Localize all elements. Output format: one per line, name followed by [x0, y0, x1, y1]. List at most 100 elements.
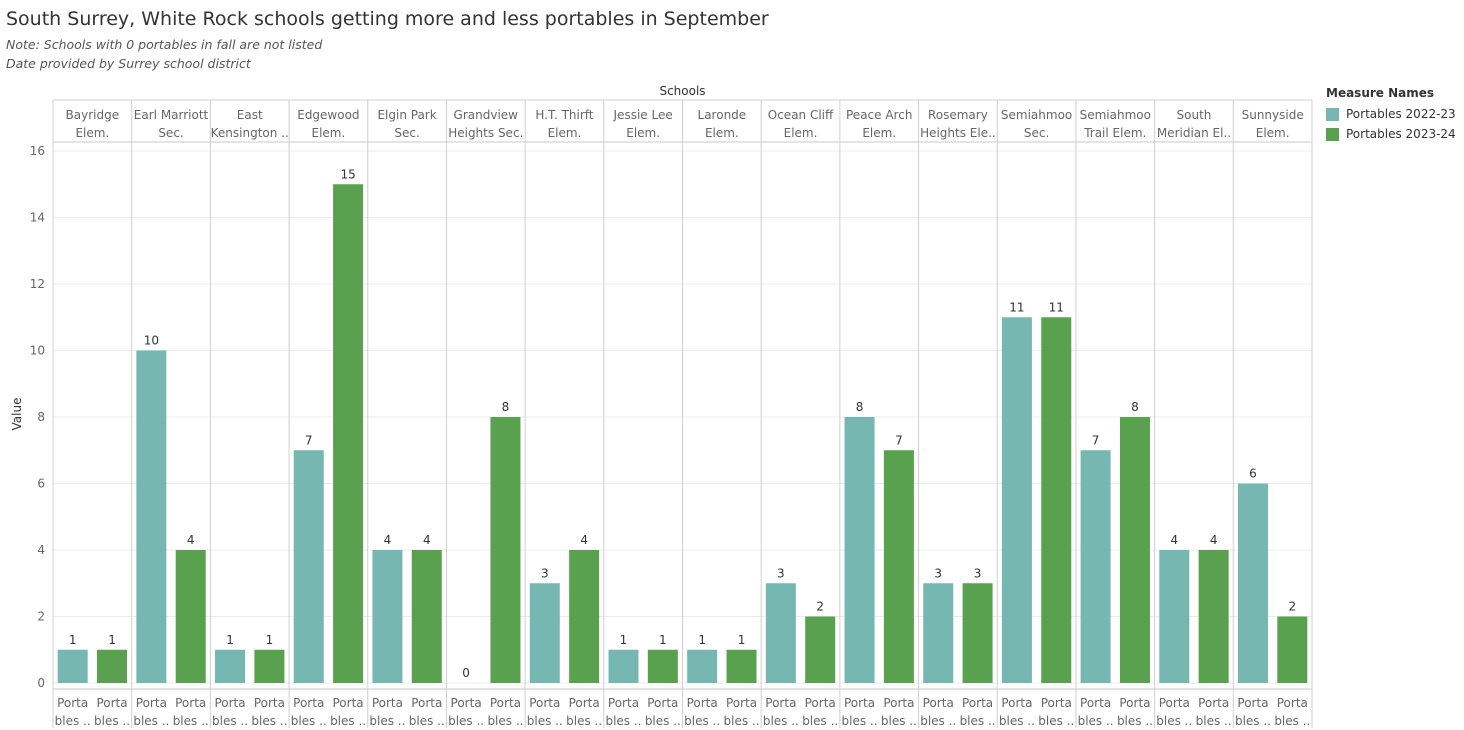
x-sub-label: Porta [1041, 696, 1072, 710]
data-label: 1 [698, 633, 706, 647]
school-label: Rosemary [928, 108, 988, 122]
data-label: 6 [1249, 467, 1257, 481]
data-label: 15 [340, 167, 355, 181]
x-sub-label: Porta [805, 696, 836, 710]
bar [57, 649, 88, 683]
x-sub-label: bles .. [409, 714, 445, 728]
school-label: Elem. [312, 126, 346, 140]
x-sub-label: bles .. [881, 714, 917, 728]
x-sub-label: bles .. [1196, 714, 1232, 728]
x-sub-label: Porta [687, 696, 718, 710]
y-tick-label: 0 [37, 676, 45, 690]
x-sub-label: Porta [1080, 696, 1111, 710]
y-tick-label: 4 [37, 543, 45, 557]
x-sub-label: bles .. [802, 714, 838, 728]
x-sub-label: Porta [726, 696, 757, 710]
legend-swatch [1326, 127, 1339, 141]
y-tick-label: 16 [30, 144, 45, 158]
column-header-title: Schools [659, 84, 705, 98]
school-label: Sec. [394, 126, 419, 140]
y-tick-label: 2 [37, 610, 45, 624]
bar [608, 649, 639, 683]
y-tick-label: 6 [37, 477, 45, 491]
school-label: South [1177, 108, 1212, 122]
legend-item-2023-24[interactable]: Portables 2023-24 [1326, 124, 1456, 144]
x-sub-label: Porta [293, 696, 324, 710]
x-sub-label: Porta [136, 696, 167, 710]
x-sub-label: bles .. [369, 714, 405, 728]
x-sub-label: bles .. [566, 714, 602, 728]
data-label: 7 [305, 433, 313, 447]
x-sub-label: bles .. [1038, 714, 1074, 728]
data-label: 4 [423, 533, 431, 547]
x-sub-label: bles .. [251, 714, 287, 728]
legend-title: Measure Names [1326, 86, 1435, 100]
data-label: 7 [895, 433, 903, 447]
data-label: 8 [1131, 400, 1139, 414]
x-sub-label: bles .. [330, 714, 366, 728]
x-sub-label: bles .. [842, 714, 878, 728]
x-sub-label: Porta [490, 696, 521, 710]
data-label: 10 [144, 334, 159, 348]
x-sub-label: bles .. [527, 714, 563, 728]
school-label: Elem. [75, 126, 109, 140]
x-sub-label: Porta [923, 696, 954, 710]
school-label: Elem. [626, 126, 660, 140]
y-tick-label: 10 [30, 344, 45, 358]
data-label: 3 [934, 566, 942, 580]
x-sub-label: Porta [96, 696, 127, 710]
bar [962, 583, 993, 683]
bar [1198, 550, 1229, 683]
x-sub-label: bles .. [645, 714, 681, 728]
x-sub-label: Porta [372, 696, 403, 710]
legend-label: Portables 2022-23 [1346, 107, 1456, 121]
x-sub-label: Porta [883, 696, 914, 710]
x-sub-label: Porta [175, 696, 206, 710]
data-label: 1 [266, 633, 274, 647]
x-sub-label: Porta [333, 696, 364, 710]
school-label: H.T. Thirft [535, 108, 593, 122]
school-label: Elem. [548, 126, 582, 140]
x-sub-label: bles .. [605, 714, 641, 728]
bar [569, 550, 600, 683]
bar [923, 583, 954, 683]
bar [1080, 450, 1111, 683]
school-label: Heights Ele.. [920, 126, 996, 140]
data-label: 0 [462, 666, 470, 680]
x-sub-label: Porta [844, 696, 875, 710]
data-label: 4 [1170, 533, 1178, 547]
legend-label: Portables 2023-24 [1346, 127, 1456, 141]
x-sub-label: Porta [529, 696, 560, 710]
school-label: Meridian El.. [1157, 126, 1231, 140]
school-label: Elgin Park [377, 108, 436, 122]
x-sub-label: bles .. [94, 714, 130, 728]
bar [215, 649, 246, 683]
legend: Measure Names Portables 2022-23 Portable… [1326, 86, 1456, 144]
bar [805, 616, 836, 683]
bar [372, 550, 403, 683]
x-sub-label: bles .. [448, 714, 484, 728]
x-sub-label: Porta [1119, 696, 1150, 710]
data-label: 1 [108, 633, 116, 647]
data-label: 4 [187, 533, 195, 547]
bar [333, 184, 364, 683]
x-sub-label: bles .. [173, 714, 209, 728]
school-label: Peace Arch [846, 108, 912, 122]
x-sub-label: Porta [1001, 696, 1032, 710]
data-label: 1 [69, 633, 77, 647]
legend-item-2022-23[interactable]: Portables 2022-23 [1326, 104, 1456, 124]
school-label: Jessie Lee [613, 108, 673, 122]
x-sub-label: bles .. [724, 714, 760, 728]
x-sub-label: Porta [451, 696, 482, 710]
data-label: 3 [974, 566, 982, 580]
bar [726, 649, 757, 683]
bar [136, 350, 167, 683]
x-sub-label: Porta [1159, 696, 1190, 710]
data-label: 11 [1009, 300, 1024, 314]
bar [1237, 483, 1268, 683]
x-sub-label: Porta [765, 696, 796, 710]
x-sub-label: bles .. [291, 714, 327, 728]
x-sub-label: bles .. [684, 714, 720, 728]
